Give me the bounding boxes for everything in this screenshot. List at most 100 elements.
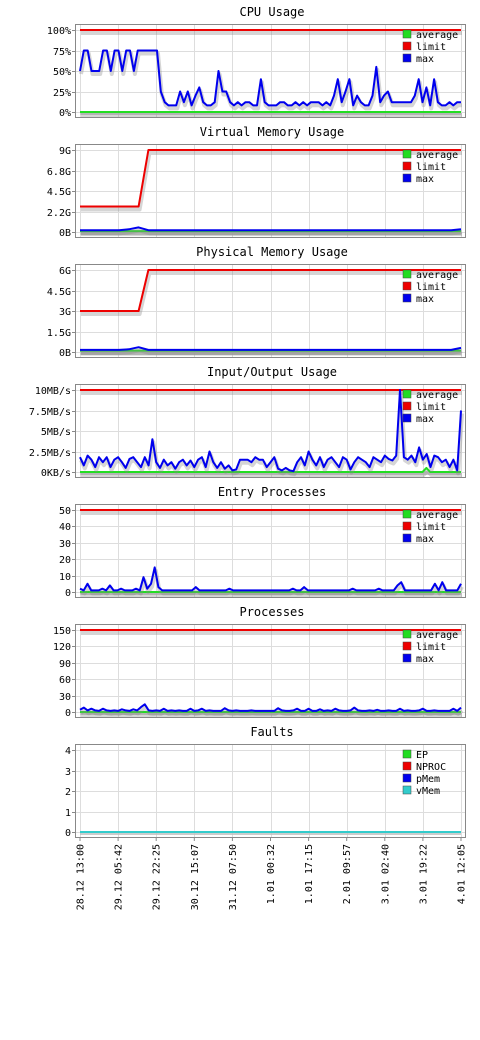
legend-label: NPROC bbox=[416, 762, 446, 773]
legend-label: max bbox=[416, 654, 434, 665]
legend-label: average bbox=[416, 30, 458, 41]
legend-label: limit bbox=[416, 162, 446, 173]
y-tick-label: 1.5G bbox=[47, 328, 71, 339]
y-tick-label: 90 bbox=[59, 659, 71, 670]
series-shadow-max bbox=[79, 705, 464, 716]
y-tick-label: 10MB/s bbox=[35, 386, 71, 397]
y-tick-label: 6G bbox=[59, 266, 71, 277]
series-shadow-average bbox=[81, 468, 462, 477]
chart-5: Entry Processes 50 40 30 20 10 0 averagelimitma… bbox=[59, 485, 466, 599]
legend-swatch-limit bbox=[402, 521, 412, 531]
legend-label: max bbox=[416, 534, 434, 545]
legend-label: limit bbox=[416, 642, 446, 653]
y-tick-label: 30 bbox=[59, 539, 71, 550]
x-tick-label: 4.01 12:05 bbox=[457, 844, 468, 904]
legend-label: limit bbox=[416, 282, 446, 293]
legend-label: limit bbox=[416, 522, 446, 533]
legend-swatch-max bbox=[402, 533, 412, 543]
series-line-max bbox=[79, 49, 461, 107]
x-tick-label: 29.12 22:25 bbox=[152, 844, 163, 910]
legend-swatch-average bbox=[402, 29, 412, 39]
series-line-max bbox=[80, 226, 462, 232]
series-shadow-max bbox=[79, 391, 464, 477]
y-tick-label: 0% bbox=[59, 108, 71, 119]
y-tick-label: 0KB/s bbox=[41, 468, 71, 479]
plot-area bbox=[75, 504, 466, 598]
chart-title: Entry Processes bbox=[218, 485, 326, 499]
series-line-max bbox=[79, 566, 462, 592]
series-line-limit bbox=[80, 269, 461, 312]
y-tick-label: 6.8G bbox=[47, 167, 71, 178]
legend-swatch-limit bbox=[402, 641, 412, 651]
legend-label: max bbox=[416, 294, 434, 305]
legend-swatch-average bbox=[402, 389, 412, 399]
x-tick-label: 31.12 07:50 bbox=[228, 844, 239, 910]
legend-swatch-max bbox=[402, 413, 412, 423]
baseline-band bbox=[80, 351, 461, 355]
y-tick-label: 7.5MB/s bbox=[29, 407, 71, 418]
y-tick-label: 3G bbox=[59, 307, 71, 318]
y-tick-label: 20 bbox=[59, 555, 71, 566]
legend-label: average bbox=[416, 270, 458, 281]
chart-title: Physical Memory Usage bbox=[196, 245, 348, 259]
legend-swatch-fault_nproc bbox=[402, 761, 412, 771]
x-tick-label: 2.01 09:57 bbox=[342, 844, 353, 904]
y-tick-label: 25% bbox=[53, 88, 71, 99]
legend-swatch-limit bbox=[402, 161, 412, 171]
legend-swatch-fault_vmem bbox=[402, 785, 412, 795]
legend-label: limit bbox=[416, 402, 446, 413]
y-tick-label: 50% bbox=[53, 67, 71, 78]
y-tick-label: 60 bbox=[59, 675, 71, 686]
legend-label: max bbox=[416, 414, 434, 425]
chart-2: Virtual Memory Usage 9G 6.8G 4.5G 2.2G 0B aver… bbox=[47, 125, 466, 239]
y-tick-label: 30 bbox=[59, 692, 71, 703]
series-line-limit bbox=[80, 149, 461, 208]
y-tick-label: 0B bbox=[59, 228, 71, 239]
legend-swatch-fault_ep bbox=[402, 749, 412, 759]
y-tick-label: 4.5G bbox=[47, 287, 71, 298]
plot-area bbox=[75, 624, 466, 718]
legend-label: vMem bbox=[416, 786, 440, 797]
y-tick-label: 3 bbox=[65, 767, 71, 778]
series-line-max bbox=[79, 703, 462, 712]
chart-title: Processes bbox=[239, 605, 304, 619]
chart-4: Input/Output Usage 10MB/s 7.5MB/s 5MB/s 2.5M… bbox=[29, 365, 466, 479]
y-tick-label: 40 bbox=[59, 522, 71, 533]
legend-label: EP bbox=[416, 750, 428, 761]
y-tick-label: 75% bbox=[53, 47, 71, 58]
series-line-average bbox=[80, 466, 461, 473]
y-tick-label: 5MB/s bbox=[41, 427, 71, 438]
y-tick-label: 10 bbox=[59, 572, 71, 583]
legend-swatch-average bbox=[402, 629, 412, 639]
y-tick-label: 0 bbox=[65, 708, 71, 719]
legend-swatch-max bbox=[402, 53, 412, 63]
chart-title: Faults bbox=[250, 725, 293, 739]
legend-swatch-limit bbox=[402, 401, 412, 411]
series-shadow-max bbox=[81, 228, 463, 236]
y-tick-label: 4.5G bbox=[47, 187, 71, 198]
legend-swatch-max bbox=[402, 293, 412, 303]
series-line-max bbox=[79, 389, 462, 473]
series-shadow-limit bbox=[81, 271, 462, 316]
x-tick-label: 3.01 19:22 bbox=[418, 844, 429, 904]
x-tick-label: 28.12 13:00 bbox=[76, 844, 87, 910]
x-tick-label: 1.01 17:15 bbox=[304, 844, 315, 904]
chart-title: Input/Output Usage bbox=[207, 365, 337, 379]
legend-swatch-average bbox=[402, 509, 412, 519]
x-tick-label: 30.12 15:07 bbox=[190, 844, 201, 910]
legend-swatch-max bbox=[402, 173, 412, 183]
legend-label: max bbox=[416, 54, 434, 65]
y-tick-label: 9G bbox=[59, 146, 71, 157]
x-tick-label: 1.01 00:32 bbox=[266, 844, 277, 904]
legend-swatch-fault_pmem bbox=[402, 773, 412, 783]
legend-swatch-limit bbox=[402, 281, 412, 291]
x-tick-label: 3.01 02:40 bbox=[380, 844, 391, 904]
y-tick-label: 0 bbox=[65, 588, 71, 599]
series-line-max bbox=[80, 346, 462, 351]
legend-label: average bbox=[416, 510, 458, 521]
y-tick-label: 100% bbox=[47, 26, 71, 37]
